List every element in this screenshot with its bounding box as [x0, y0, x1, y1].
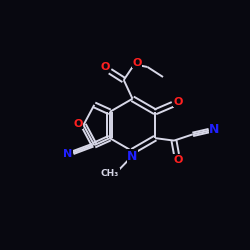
- Text: O: O: [173, 155, 182, 165]
- Text: N: N: [63, 149, 72, 159]
- Text: N: N: [127, 150, 138, 163]
- Text: CH₃: CH₃: [101, 168, 119, 177]
- Text: O: O: [73, 119, 83, 129]
- Text: N: N: [209, 123, 220, 136]
- Text: O: O: [132, 58, 142, 68]
- Text: O: O: [174, 97, 183, 107]
- Text: O: O: [101, 62, 110, 72]
